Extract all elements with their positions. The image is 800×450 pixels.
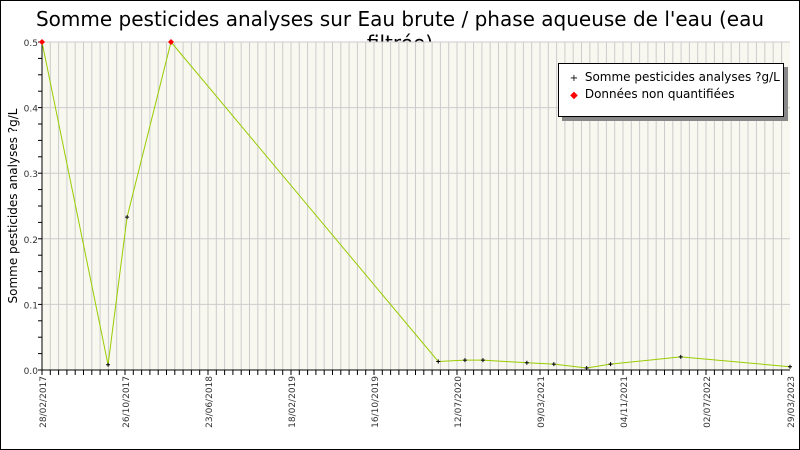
legend-item-non-quantified: ◆ Données non quantifiées <box>567 86 735 102</box>
data-point <box>480 358 485 363</box>
y-tick-label: 0.3 <box>24 170 38 180</box>
data-point <box>678 354 683 359</box>
data-point <box>125 215 130 220</box>
data-point <box>462 358 467 363</box>
data-point <box>106 362 111 367</box>
x-tick-label: 02/07/2022 <box>703 376 713 428</box>
x-tick-label: 23/06/2018 <box>205 376 215 428</box>
legend-label: Somme pesticides analyses ?g/L <box>584 70 780 84</box>
x-tick-label: 26/10/2017 <box>122 376 132 428</box>
x-tick-label: 09/03/2021 <box>537 376 547 428</box>
legend-item-series: + Somme pesticides analyses ?g/L <box>567 69 780 85</box>
x-tick-label: 18/02/2019 <box>288 376 298 428</box>
y-tick-label: 0.0 <box>24 367 39 377</box>
data-point <box>788 364 792 369</box>
point-marker-icon: + <box>569 73 579 84</box>
legend-label: Données non quantifiées <box>584 87 735 101</box>
y-axis-label: Somme pesticides analyses ?g/L <box>6 108 20 303</box>
data-point <box>524 360 529 365</box>
legend: + Somme pesticides analyses ?g/L ◆ Donné… <box>558 63 784 117</box>
y-tick-label: 0.2 <box>24 236 38 246</box>
y-tick-label: 0.5 <box>24 39 38 49</box>
red-marker-icon: ◆ <box>570 90 578 101</box>
x-tick-label: 16/10/2019 <box>371 376 381 428</box>
data-point <box>608 362 613 367</box>
y-tick-label: 0.1 <box>24 301 38 311</box>
data-point <box>551 362 556 367</box>
y-tick-label: 0.4 <box>24 105 39 115</box>
x-tick-label: 29/03/2023 <box>787 376 797 428</box>
data-point <box>584 366 589 371</box>
x-tick-label: 12/07/2020 <box>454 376 464 428</box>
x-tick-label: 04/11/2021 <box>620 376 630 428</box>
data-point-non-quantified <box>39 39 45 45</box>
data-point-non-quantified <box>167 39 174 45</box>
x-tick-label: 28/02/2017 <box>39 376 49 428</box>
data-point <box>436 359 441 364</box>
